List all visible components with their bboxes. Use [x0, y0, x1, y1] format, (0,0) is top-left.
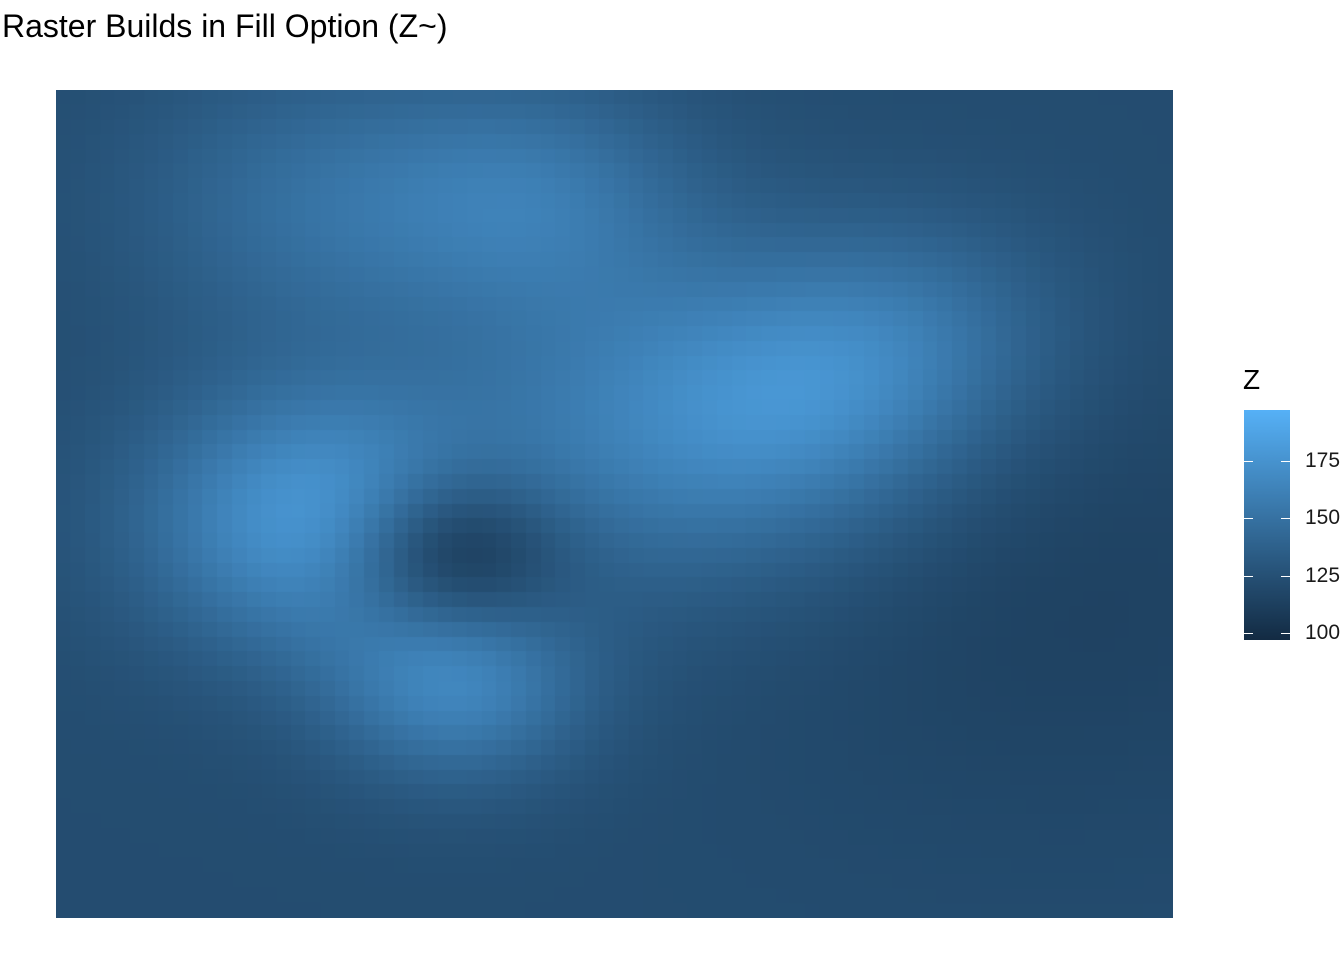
legend-tick-label: 100: [1305, 621, 1341, 644]
legend-tick-right: [1281, 461, 1290, 462]
legend-tick-left: [1244, 518, 1253, 519]
legend-tick-label: 150: [1305, 506, 1341, 529]
legend-tick-left: [1244, 633, 1253, 634]
legend-tick-right: [1281, 518, 1290, 519]
legend-tick-right: [1281, 633, 1290, 634]
legend-tick-label: 125: [1305, 564, 1341, 587]
legend-colorbar: [1244, 410, 1290, 640]
legend-title: Z: [1243, 364, 1261, 395]
chart-title: Raster Builds in Fill Option (Z~): [2, 8, 448, 44]
raster-plot-area: [56, 90, 1173, 918]
legend-tick-left: [1244, 576, 1253, 577]
legend-tick-left: [1244, 461, 1253, 462]
legend-tick-right: [1281, 576, 1290, 577]
legend-tick-label: 175: [1305, 449, 1341, 472]
